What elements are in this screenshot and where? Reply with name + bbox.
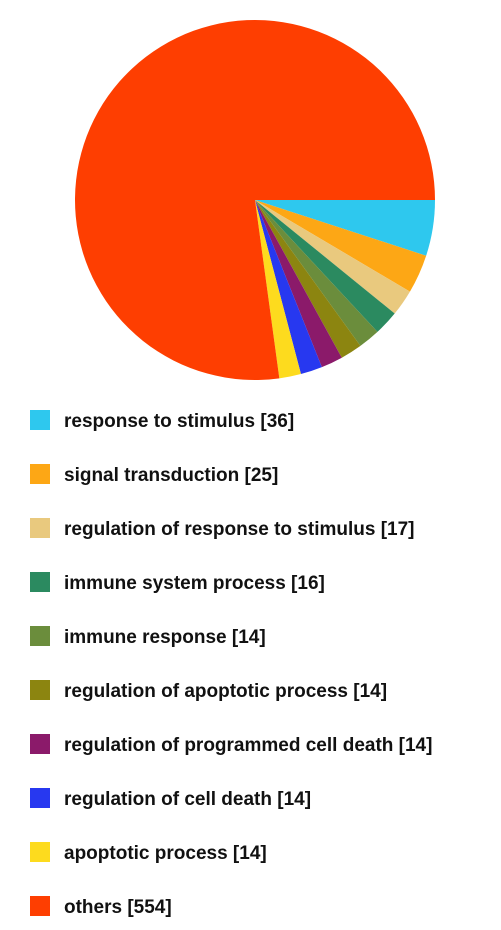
legend-label-0: response to stimulus [36] <box>64 411 294 432</box>
pie-slice-2 <box>255 200 410 314</box>
pie-slice-4 <box>255 200 378 346</box>
pie-slice-3 <box>255 200 395 332</box>
legend-swatch-3 <box>30 572 50 592</box>
pie-slice-8 <box>255 200 301 379</box>
legend-label-7: regulation of cell death [14] <box>64 789 311 810</box>
legend-label-9: others [554] <box>64 897 172 918</box>
legend-swatch-9 <box>30 896 50 916</box>
legend-label-4: immune response [14] <box>64 627 266 648</box>
legend-swatch-8 <box>30 842 50 862</box>
pie-slice-5 <box>255 200 361 358</box>
pie-slice-7 <box>255 200 322 375</box>
pie-slice-9 <box>75 20 436 381</box>
pie-slice-0 <box>255 200 435 256</box>
legend-swatch-0 <box>30 410 50 430</box>
legend-label-6: regulation of programmed cell death [14] <box>64 735 432 756</box>
legend-swatch-1 <box>30 464 50 484</box>
legend-label-1: signal transduction [25] <box>64 465 278 486</box>
legend-label-2: regulation of response to stimulus [17] <box>64 519 415 540</box>
legend-label-5: regulation of apoptotic process [14] <box>64 681 387 702</box>
legend-swatch-5 <box>30 680 50 700</box>
legend-label-3: immune system process [16] <box>64 573 325 594</box>
legend-swatch-7 <box>30 788 50 808</box>
legend-swatch-2 <box>30 518 50 538</box>
pie-slice-1 <box>255 200 427 292</box>
legend-swatch-4 <box>30 626 50 646</box>
pie-slices <box>75 20 436 381</box>
legend-label-8: apoptotic process [14] <box>64 843 267 864</box>
pie-slice-6 <box>255 200 342 368</box>
legend-swatch-6 <box>30 734 50 754</box>
legend: response to stimulus [36] signal transduc… <box>30 410 432 918</box>
